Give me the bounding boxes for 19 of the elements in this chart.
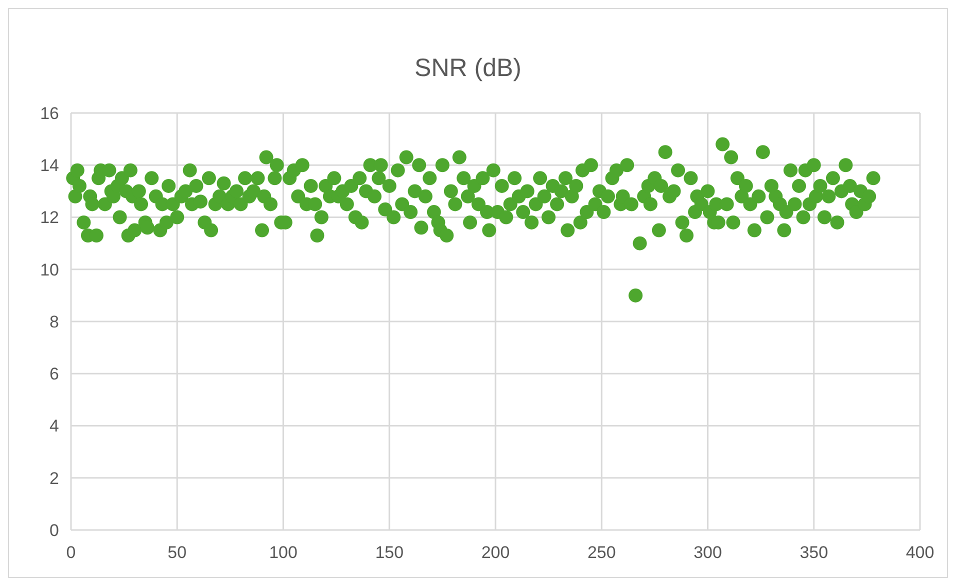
x-tick-label: 150	[375, 543, 404, 562]
x-tick-label: 0	[66, 543, 76, 562]
x-tick-label: 300	[694, 543, 722, 562]
y-tick-label: 10	[40, 260, 59, 280]
y-tick-label: 8	[50, 312, 59, 332]
y-tick-label: 14	[40, 156, 59, 176]
y-tick-label: 16	[40, 104, 59, 123]
y-tick-label: 2	[50, 468, 59, 488]
x-tick-label: 350	[800, 543, 828, 562]
y-tick-label: 6	[50, 364, 59, 384]
y-tick-label: 0	[50, 520, 59, 540]
y-tick-label: 12	[40, 208, 59, 228]
y-tick-label: 4	[50, 416, 59, 436]
x-tick-label: 250	[587, 543, 616, 562]
x-tick-label: 200	[481, 543, 510, 562]
x-tick-label: 50	[168, 543, 187, 562]
x-tick-label: 400	[906, 543, 934, 562]
x-tick-label: 100	[269, 543, 298, 562]
chart-title: SNR (dB)	[414, 54, 522, 82]
